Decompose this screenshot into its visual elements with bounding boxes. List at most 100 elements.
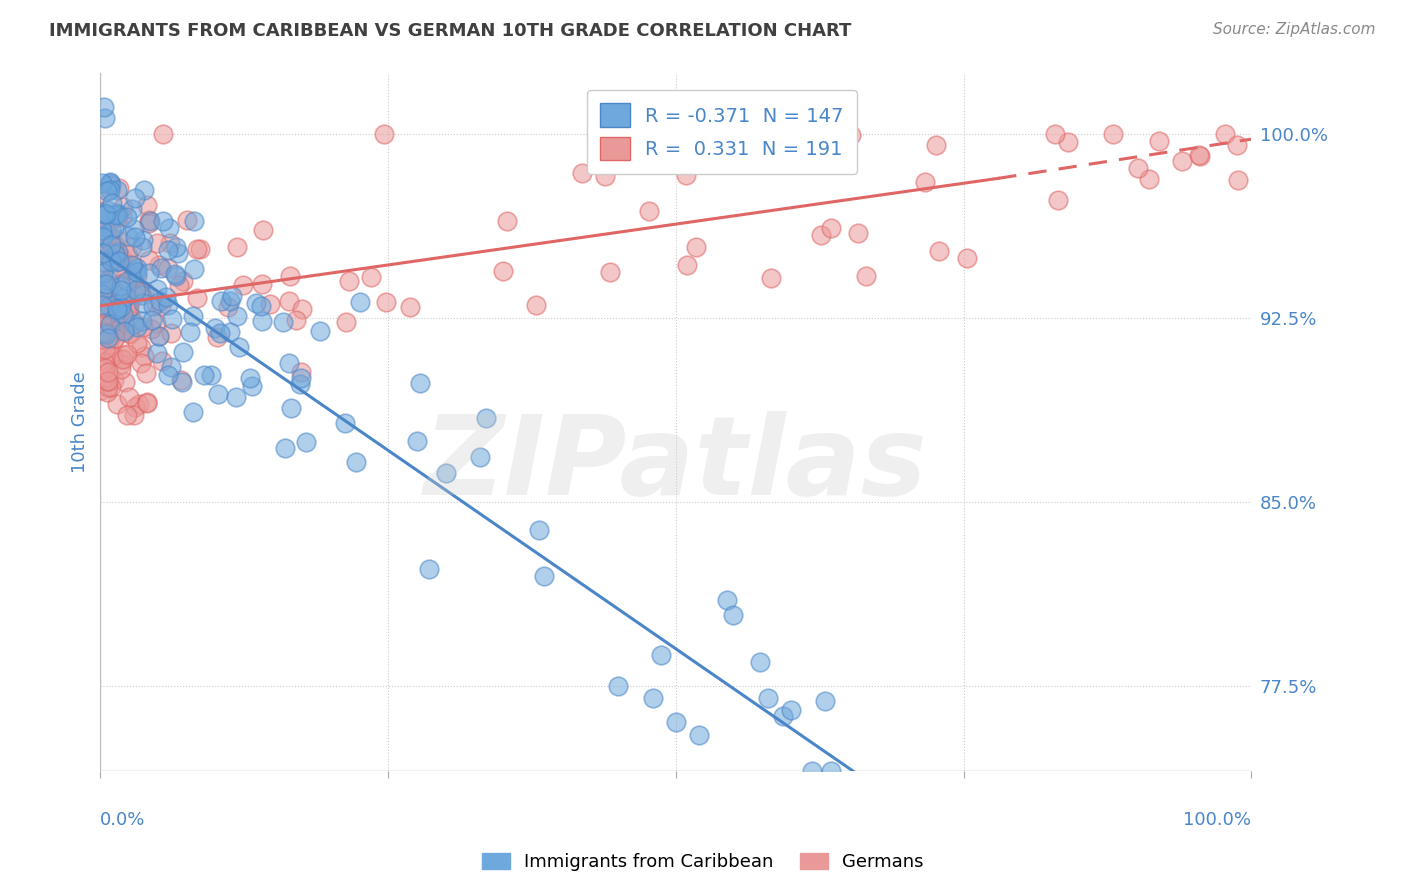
Point bbox=[136, 396, 159, 410]
Point bbox=[335, 315, 357, 329]
Point bbox=[1101, 127, 1123, 141]
Point bbox=[118, 326, 141, 341]
Point bbox=[132, 320, 155, 334]
Point bbox=[129, 356, 152, 370]
Point bbox=[122, 222, 145, 236]
Point bbox=[90, 325, 112, 339]
Point bbox=[97, 273, 120, 287]
Point bbox=[780, 703, 803, 717]
Point bbox=[90, 358, 112, 372]
Point bbox=[124, 230, 146, 244]
Point bbox=[98, 176, 121, 190]
Point bbox=[240, 378, 263, 392]
Point bbox=[607, 679, 630, 693]
Point bbox=[135, 198, 157, 212]
Point bbox=[595, 169, 617, 183]
Point bbox=[145, 297, 167, 311]
Point bbox=[97, 330, 120, 344]
Point bbox=[93, 283, 115, 297]
Point bbox=[172, 344, 194, 359]
Point bbox=[846, 226, 869, 240]
Point bbox=[810, 228, 832, 243]
Point bbox=[135, 366, 157, 380]
Point bbox=[418, 562, 440, 576]
Point bbox=[118, 390, 141, 404]
Point bbox=[100, 350, 122, 364]
Point bbox=[117, 229, 139, 244]
Point bbox=[110, 351, 132, 366]
Point bbox=[111, 295, 134, 310]
Point bbox=[114, 375, 136, 389]
Point bbox=[138, 213, 160, 227]
Point bbox=[163, 268, 186, 282]
Point bbox=[93, 206, 115, 220]
Point bbox=[650, 648, 672, 663]
Point bbox=[128, 397, 150, 411]
Point bbox=[91, 245, 114, 260]
Point bbox=[170, 373, 193, 387]
Point bbox=[1189, 148, 1212, 162]
Point bbox=[103, 221, 125, 235]
Point bbox=[110, 357, 132, 371]
Point bbox=[121, 240, 143, 254]
Point bbox=[107, 233, 129, 247]
Point bbox=[349, 295, 371, 310]
Point bbox=[96, 202, 118, 217]
Point bbox=[118, 298, 141, 312]
Point bbox=[599, 265, 621, 279]
Text: Source: ZipAtlas.com: Source: ZipAtlas.com bbox=[1212, 22, 1375, 37]
Point bbox=[120, 293, 142, 307]
Point bbox=[1137, 172, 1160, 186]
Point bbox=[125, 335, 148, 350]
Point bbox=[186, 291, 208, 305]
Point bbox=[160, 312, 183, 326]
Point bbox=[91, 277, 114, 291]
Point bbox=[103, 236, 125, 251]
Point bbox=[90, 316, 112, 330]
Point bbox=[91, 282, 114, 296]
Point bbox=[132, 183, 155, 197]
Point bbox=[125, 283, 148, 297]
Point bbox=[344, 455, 367, 469]
Point bbox=[91, 186, 114, 201]
Point bbox=[93, 355, 115, 369]
Point bbox=[105, 397, 128, 411]
Point bbox=[91, 255, 114, 269]
Point bbox=[308, 324, 330, 338]
Legend: Immigrants from Caribbean, Germans: Immigrants from Caribbean, Germans bbox=[475, 846, 931, 879]
Point bbox=[1043, 127, 1066, 141]
Point bbox=[217, 300, 239, 314]
Point bbox=[131, 240, 153, 254]
Point bbox=[107, 207, 129, 221]
Point bbox=[280, 401, 302, 415]
Point bbox=[90, 209, 112, 223]
Point bbox=[290, 365, 312, 379]
Point bbox=[132, 285, 155, 299]
Point bbox=[290, 371, 312, 385]
Point bbox=[96, 244, 118, 258]
Point bbox=[97, 326, 120, 340]
Point bbox=[167, 277, 190, 292]
Point bbox=[104, 331, 127, 345]
Point bbox=[165, 268, 187, 283]
Point bbox=[146, 236, 169, 251]
Point bbox=[108, 253, 131, 268]
Point bbox=[90, 310, 112, 325]
Point bbox=[183, 262, 205, 277]
Point bbox=[208, 326, 231, 341]
Point bbox=[91, 280, 114, 294]
Point bbox=[250, 299, 273, 313]
Point bbox=[183, 214, 205, 228]
Point bbox=[1047, 193, 1070, 207]
Point bbox=[131, 314, 153, 328]
Point bbox=[801, 764, 824, 779]
Point bbox=[124, 191, 146, 205]
Point bbox=[125, 269, 148, 284]
Point bbox=[97, 281, 120, 295]
Point bbox=[129, 340, 152, 354]
Point bbox=[110, 279, 132, 293]
Point bbox=[157, 220, 180, 235]
Point bbox=[115, 347, 138, 361]
Point bbox=[124, 264, 146, 278]
Point bbox=[1170, 154, 1192, 169]
